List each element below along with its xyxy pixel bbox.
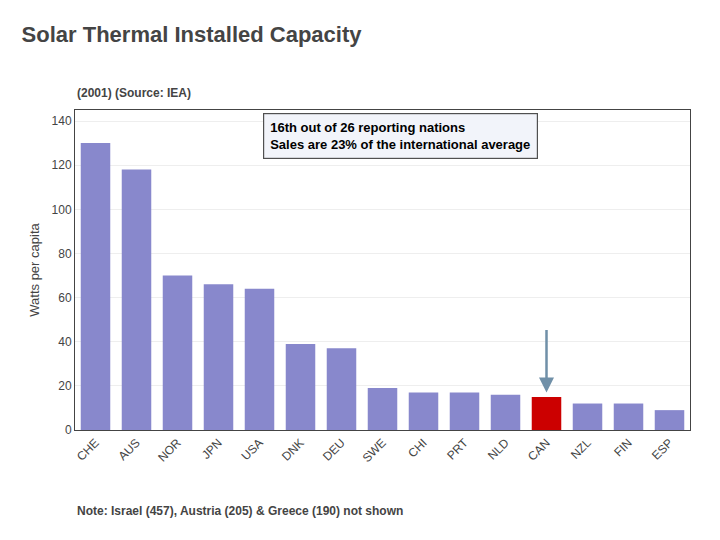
svg-text:NLD: NLD <box>485 436 512 463</box>
svg-text:CHI: CHI <box>405 436 430 461</box>
svg-text:PRT: PRT <box>444 435 471 462</box>
svg-text:DNK: DNK <box>279 436 307 464</box>
svg-text:100: 100 <box>52 203 72 217</box>
svg-text:40: 40 <box>58 335 72 349</box>
svg-text:16th out of 26 reporting natio: 16th out of 26 reporting nationsSales ar… <box>270 120 530 152</box>
svg-text:(2001) (Source: IEA): (2001) (Source: IEA) <box>77 86 191 100</box>
svg-text:NOR: NOR <box>155 436 184 465</box>
svg-text:20: 20 <box>58 379 72 393</box>
svg-text:0: 0 <box>65 423 72 437</box>
svg-text:80: 80 <box>58 247 72 261</box>
svg-text:Note: Israel (457), Austria (2: Note: Israel (457), Austria (205) & Gree… <box>77 504 403 518</box>
svg-text:ESP: ESP <box>649 436 676 463</box>
svg-text:CAN: CAN <box>525 436 553 464</box>
svg-text:FIN: FIN <box>611 436 635 460</box>
svg-text:USA: USA <box>239 436 266 463</box>
svg-text:DEU: DEU <box>320 436 348 464</box>
svg-text:SWE: SWE <box>360 436 389 465</box>
svg-text:NZL: NZL <box>568 436 594 462</box>
svg-text:AUS: AUS <box>116 436 143 463</box>
svg-text:JPN: JPN <box>199 436 225 462</box>
svg-text:120: 120 <box>52 158 72 172</box>
svg-text:CHE: CHE <box>74 436 102 464</box>
svg-text:60: 60 <box>58 291 72 305</box>
svg-text:Solar Thermal Installed Capaci: Solar Thermal Installed Capacity <box>22 22 363 47</box>
svg-text:Watts per capita: Watts per capita <box>27 223 42 317</box>
svg-text:140: 140 <box>52 114 72 128</box>
